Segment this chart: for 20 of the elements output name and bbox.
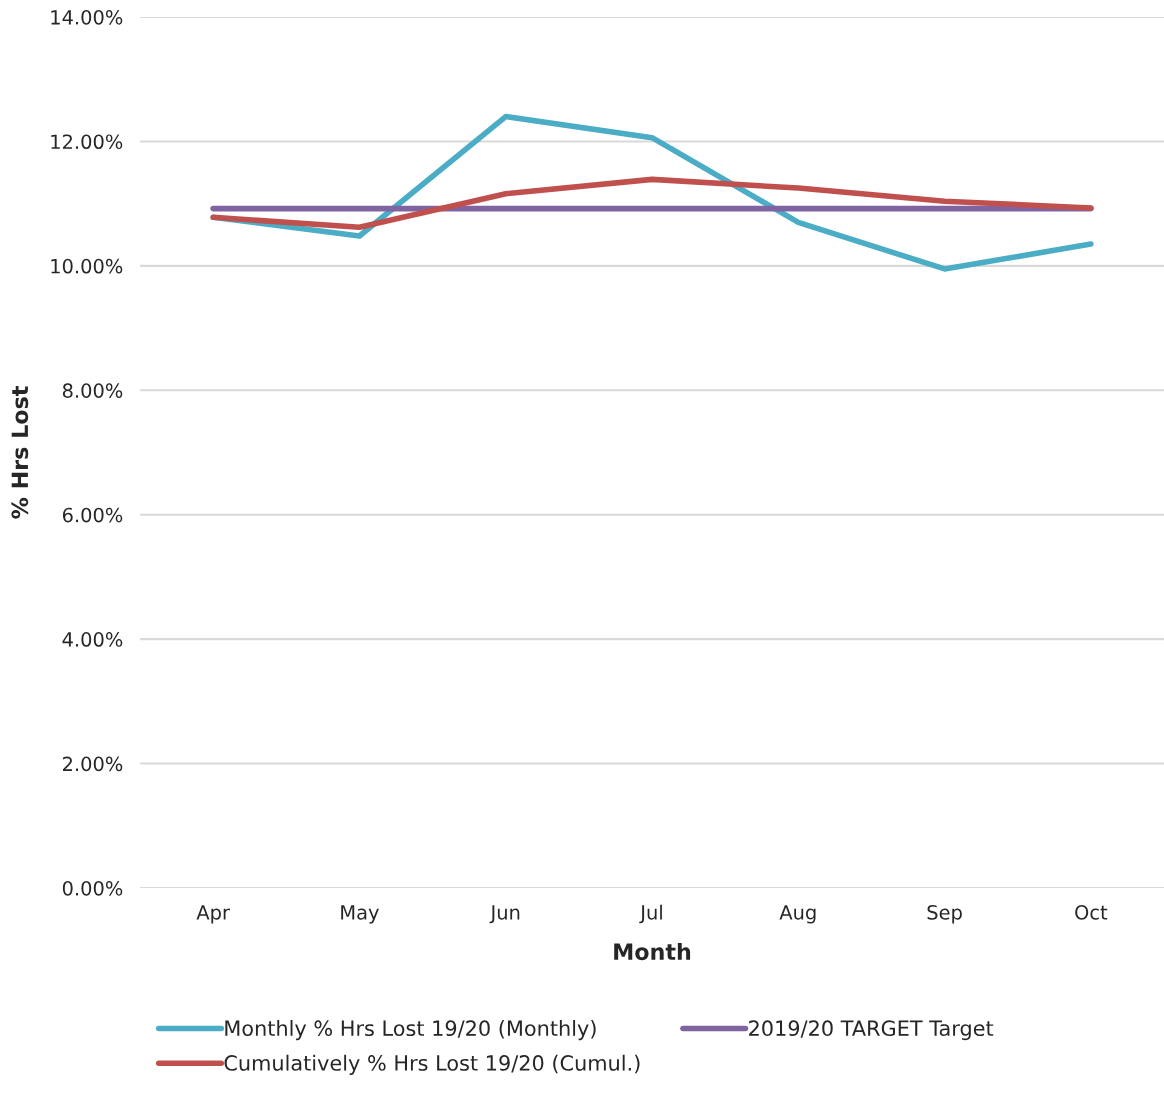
y-tick-label: 14.00% — [51, 9, 123, 25]
x-tick-label: Jun — [489, 905, 520, 924]
x-tick-label: Aug — [779, 905, 816, 924]
x-tick-label: Apr — [196, 905, 230, 924]
y-tick-label: 4.00% — [62, 632, 123, 647]
y-axis-title: % Hrs Lost — [11, 386, 29, 519]
legend-label: Monthly % Hrs Lost 19/20 (Monthly) — [225, 1019, 596, 1041]
legend-label: Cumulatively % Hrs Lost 19/20 (Cumul.) — [224, 1054, 640, 1075]
y-tick-label: 8.00% — [62, 383, 123, 398]
legend-label: 2019/20 TARGET Target — [749, 1020, 994, 1041]
y-tick-label: 6.00% — [62, 507, 123, 523]
y-tick-label: 0.00% — [62, 880, 123, 896]
x-tick-label: May — [341, 905, 379, 924]
x-tick-label: Sep — [927, 905, 962, 924]
y-tick-label: 12.00% — [51, 134, 123, 150]
x-axis-title: Month — [614, 942, 691, 961]
x-tick-label: Jul — [639, 904, 662, 924]
y-tick-label: 10.00% — [51, 258, 123, 274]
x-tick-label: Oct — [1075, 905, 1108, 920]
y-tick-label: 2.00% — [62, 756, 123, 772]
